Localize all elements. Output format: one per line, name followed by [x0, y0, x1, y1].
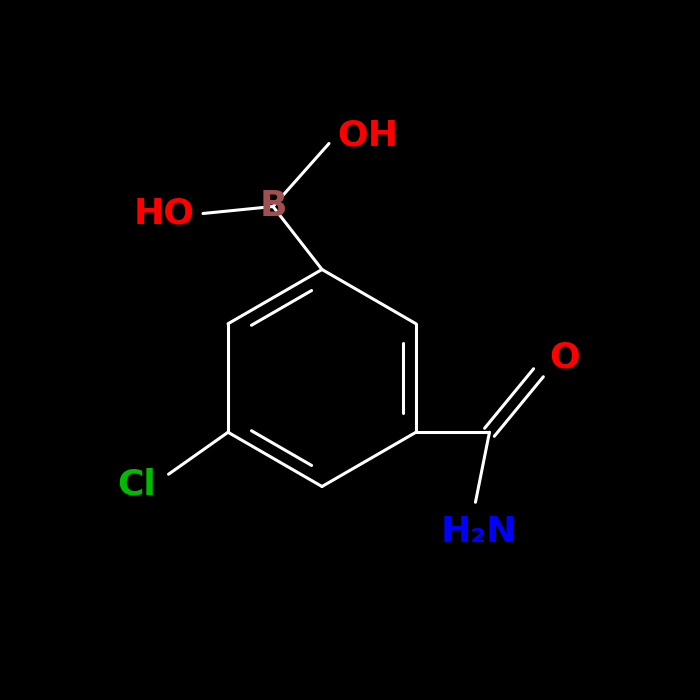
Text: Cl: Cl [118, 468, 156, 502]
Text: B: B [259, 190, 287, 223]
Text: H₂N: H₂N [441, 514, 517, 549]
Text: HO: HO [134, 197, 195, 230]
Text: O: O [550, 340, 580, 374]
Text: OH: OH [337, 118, 398, 152]
